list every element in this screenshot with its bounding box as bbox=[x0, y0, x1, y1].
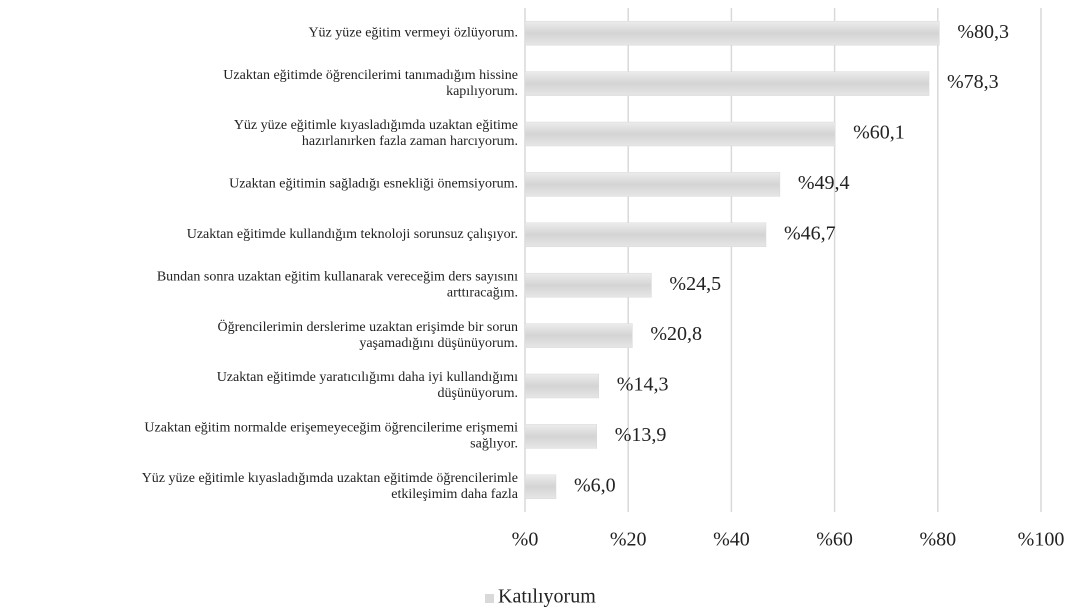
bar bbox=[524, 424, 597, 449]
category-label: Yüz yüze eğitim vermeyi özlüyorum. bbox=[308, 25, 518, 40]
x-tick-label: %40 bbox=[713, 529, 750, 551]
category-label: Bundan sonra uzaktan eğitim kullanarak v… bbox=[157, 269, 518, 284]
bar bbox=[524, 222, 767, 248]
value-label: %24,5 bbox=[669, 273, 721, 295]
category-label: Uzaktan eğitimde yaratıcılığımı daha iyi… bbox=[217, 370, 518, 385]
category-label: hazırlanırken fazla zaman harcıyorum. bbox=[302, 134, 518, 149]
category-label: sağlıyor. bbox=[470, 437, 518, 452]
bar bbox=[524, 272, 652, 298]
category-label: düşünüyorum. bbox=[438, 386, 519, 401]
legend-label: Katılıyorum bbox=[498, 586, 596, 608]
category-label: etkileşimim daha fazla bbox=[391, 487, 519, 502]
x-tick-label: %80 bbox=[919, 529, 956, 551]
category-label: Yüz yüze eğitimle kıyasladığımda uzaktan… bbox=[142, 471, 518, 486]
bar bbox=[524, 474, 557, 500]
category-label: Yüz yüze eğitimle kıyasladığımda uzaktan… bbox=[234, 118, 518, 133]
value-label: %20,8 bbox=[650, 323, 702, 345]
value-label: %78,3 bbox=[947, 71, 999, 93]
category-label: Öğrencilerimin derslerime uzaktan erişim… bbox=[217, 318, 518, 335]
value-label: %60,1 bbox=[853, 122, 905, 144]
category-label: arttıracağım. bbox=[447, 285, 518, 300]
value-label: %46,7 bbox=[784, 222, 836, 244]
value-label: %14,3 bbox=[617, 374, 669, 396]
category-label: Uzaktan eğitim normalde erişemeyeceğim ö… bbox=[144, 421, 518, 436]
legend-swatch bbox=[485, 594, 494, 603]
bar bbox=[524, 121, 836, 147]
category-label: yaşamadığını düşünüyorum. bbox=[359, 336, 518, 351]
value-label: %80,3 bbox=[957, 21, 1009, 43]
category-label: Uzaktan eğitimde öğrencilerimi tanımadığ… bbox=[223, 68, 518, 83]
bar bbox=[524, 373, 600, 399]
value-label: %13,9 bbox=[615, 424, 667, 446]
bar bbox=[524, 323, 633, 348]
value-label: %6,0 bbox=[574, 474, 616, 496]
bar bbox=[524, 20, 940, 46]
bar bbox=[524, 71, 930, 96]
category-label: kapılıyorum. bbox=[446, 84, 518, 99]
x-tick-label: %100 bbox=[1018, 529, 1065, 551]
x-tick-label: %20 bbox=[610, 529, 647, 551]
category-label: Uzaktan eğitimde kullandığım teknoloji s… bbox=[187, 227, 518, 242]
x-tick-label: %0 bbox=[512, 529, 539, 551]
bar bbox=[524, 172, 781, 197]
value-label: %49,4 bbox=[798, 172, 850, 194]
category-label: Uzaktan eğitimin sağladığı esnekliği öne… bbox=[229, 177, 518, 192]
x-tick-label: %60 bbox=[816, 529, 853, 551]
